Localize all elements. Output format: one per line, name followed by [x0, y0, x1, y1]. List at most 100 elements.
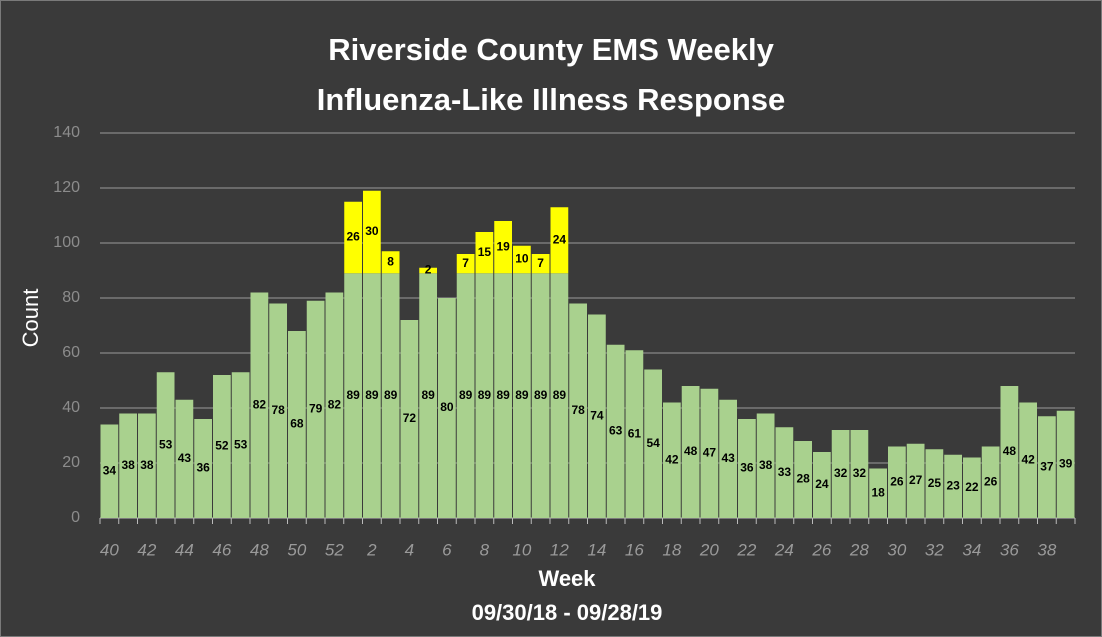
bar-segment — [494, 221, 512, 274]
data-label: 24 — [553, 232, 567, 246]
data-label: 28 — [796, 472, 810, 486]
bar-segment — [456, 273, 475, 518]
bar-segment — [419, 267, 437, 274]
data-label: 22 — [965, 480, 979, 494]
bar-segment — [1000, 386, 1019, 518]
data-label: 24 — [815, 477, 829, 491]
bar-segment — [175, 399, 194, 518]
data-label: 89 — [421, 388, 435, 402]
bar-segment — [363, 273, 381, 518]
data-label: 89 — [553, 388, 567, 402]
data-label: 52 — [215, 439, 229, 453]
bar-segment — [663, 402, 681, 518]
x-tick-label: 42 — [137, 540, 156, 559]
data-label: 42 — [1021, 452, 1035, 466]
data-label: 30 — [365, 224, 379, 238]
y-tick-label: 140 — [53, 124, 80, 141]
data-label: 8 — [387, 254, 394, 268]
data-label: 68 — [290, 417, 304, 431]
bar-segment — [344, 273, 362, 518]
bar-segment — [419, 273, 437, 518]
data-label: 43 — [721, 451, 735, 465]
x-tick-label: 24 — [774, 540, 794, 559]
x-tick-label: 38 — [1037, 540, 1056, 559]
data-label: 26 — [346, 230, 360, 244]
x-tick-label: 4 — [405, 540, 414, 559]
data-label: 89 — [459, 388, 473, 402]
data-label: 89 — [534, 388, 548, 402]
y-tick-label: 60 — [62, 344, 80, 361]
bar-segment — [531, 254, 550, 274]
data-label: 53 — [159, 437, 173, 451]
bar-segment — [700, 388, 719, 518]
data-label: 15 — [478, 245, 492, 259]
data-label: 37 — [1040, 459, 1054, 473]
bar-segment — [531, 273, 550, 518]
bar-segment — [625, 350, 644, 518]
bar-segment — [381, 273, 400, 518]
data-label: 36 — [196, 461, 210, 475]
data-label: 10 — [515, 252, 529, 266]
data-label: 53 — [234, 437, 248, 451]
bar-segment — [400, 320, 419, 518]
x-tick-label: 10 — [512, 540, 531, 559]
y-tick-label: 80 — [62, 289, 80, 306]
x-axis-title: Week — [538, 566, 596, 591]
bar-segment — [869, 468, 887, 518]
bar-segment — [813, 452, 831, 518]
bar-segment — [231, 372, 250, 518]
data-label: 7 — [537, 256, 544, 270]
bar-segment — [288, 331, 306, 518]
x-tick-label: 20 — [699, 540, 719, 559]
x-tick-label: 48 — [250, 540, 269, 559]
data-label: 38 — [140, 458, 154, 472]
x-tick-label: 52 — [325, 540, 344, 559]
bar-segment — [194, 419, 212, 518]
x-tick-label: 40 — [100, 540, 119, 559]
data-label: 2 — [425, 263, 432, 277]
bar-segment — [888, 446, 906, 518]
data-label: 38 — [121, 458, 135, 472]
data-label: 78 — [571, 403, 585, 417]
data-label: 61 — [628, 426, 642, 440]
x-tick-label: 32 — [925, 540, 944, 559]
bar-segment — [513, 273, 531, 518]
x-tick-label: 16 — [625, 540, 644, 559]
bar-segment — [569, 303, 587, 518]
bar-segment — [738, 419, 756, 518]
data-label: 72 — [403, 411, 417, 425]
data-label: 82 — [253, 397, 267, 411]
bar-segment — [1056, 410, 1075, 518]
x-tick-label: 26 — [811, 540, 831, 559]
x-tick-label: 50 — [287, 540, 306, 559]
data-label: 34 — [103, 463, 117, 477]
bar-segment — [1019, 402, 1037, 518]
data-label: 32 — [853, 466, 867, 480]
bar-segment — [494, 273, 512, 518]
data-label: 7 — [462, 256, 469, 270]
bar-segment — [363, 190, 381, 274]
data-label: 26 — [890, 474, 904, 488]
data-label: 63 — [609, 424, 623, 438]
bar-segment — [775, 427, 794, 518]
data-label: 23 — [946, 479, 960, 493]
bar-segment — [925, 449, 944, 518]
data-label: 89 — [496, 388, 510, 402]
data-label: 18 — [871, 485, 885, 499]
bar-segment — [456, 254, 475, 274]
bar-segment — [306, 300, 325, 518]
bar-segment — [475, 273, 494, 518]
x-tick-label: 44 — [175, 540, 194, 559]
x-tick-label: 8 — [480, 540, 490, 559]
bar-segment — [250, 292, 269, 518]
bar-segment — [213, 375, 231, 518]
bar-segment — [550, 273, 569, 518]
data-label: 54 — [646, 436, 660, 450]
x-tick-label: 14 — [587, 540, 606, 559]
x-tick-label: 46 — [212, 540, 231, 559]
bar-segment — [513, 245, 531, 274]
bar-segment — [119, 413, 137, 518]
bar-segment — [475, 232, 494, 274]
bar-segment — [963, 457, 981, 518]
